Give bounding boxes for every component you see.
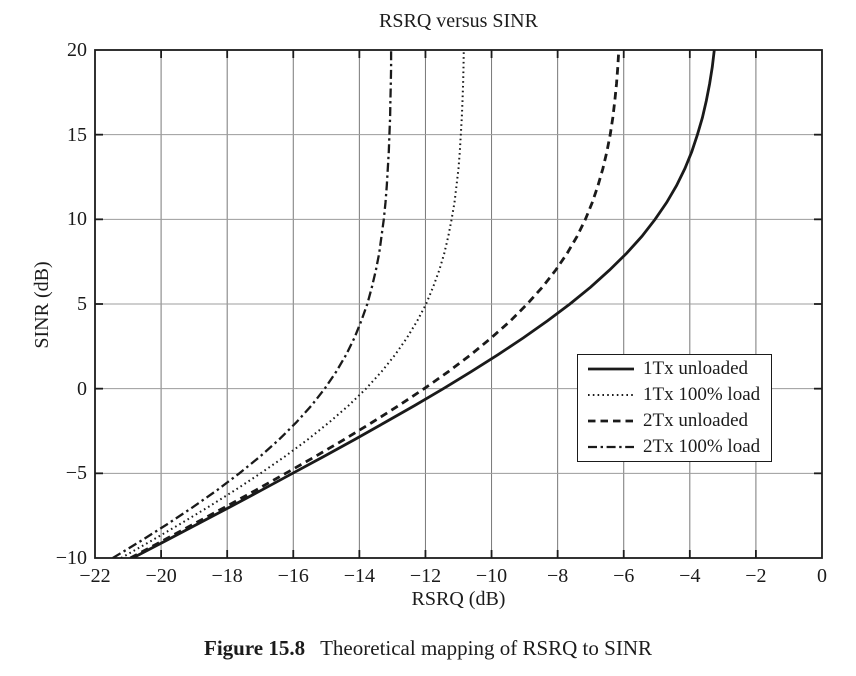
plot-border (94, 49, 823, 559)
legend-line-sample-dashed (588, 419, 634, 423)
x-tick-label: −18 (211, 565, 243, 587)
legend-item: 1Tx 100% load (578, 382, 771, 408)
y-tick-label: 0 (77, 377, 87, 400)
curve-1tx-100-load (120, 50, 465, 558)
figure-caption-text: Theoretical mapping of RSRQ to SINR (320, 636, 652, 660)
x-tick-label: −22 (79, 565, 111, 587)
series-group (112, 50, 716, 558)
x-tick-label: −20 (145, 565, 177, 587)
x-tick-label: −8 (546, 565, 569, 587)
y-tick-label: 15 (67, 123, 87, 146)
x-tick-label: 0 (817, 565, 827, 587)
figure-caption: Figure 15.8 Theoretical mapping of RSRQ t… (0, 636, 856, 661)
curve-2tx-100-load (112, 50, 393, 558)
y-tick-label: 20 (67, 39, 87, 61)
y-tick-label: 5 (77, 293, 87, 315)
x-tick-label: −12 (409, 565, 442, 587)
legend: 1Tx unloaded 1Tx 100% load 2Tx unloaded 2Tx… (577, 354, 772, 462)
y-tick-label: −5 (65, 462, 87, 485)
x-tick-label: −2 (745, 565, 767, 587)
legend-item-label: 2Tx 100% load (643, 436, 761, 457)
x-tick-label: −16 (277, 565, 309, 587)
legend-line-sample-dash-dot (588, 445, 634, 449)
y-tick-label: −10 (55, 547, 87, 569)
x-tick-label: −6 (613, 565, 635, 587)
legend-item: 1Tx unloaded (578, 356, 771, 382)
legend-item-label: 1Tx 100% load (643, 384, 761, 405)
chart-title: RSRQ versus SINR (379, 10, 538, 32)
x-axis-label: RSRQ (dB) (411, 588, 506, 610)
legend-line-sample-dotted (588, 394, 634, 396)
figure-caption-label: Figure 15.8 (204, 636, 306, 660)
legend-item-label: 2Tx unloaded (643, 410, 749, 431)
x-tick-label: −10 (475, 565, 508, 587)
x-tick-label: −4 (679, 565, 701, 587)
legend-item-label: 1Tx unloaded (643, 358, 749, 379)
legend-item: 2Tx unloaded (578, 408, 771, 434)
y-tick-label: 10 (67, 208, 87, 231)
x-tick-label: −14 (343, 565, 375, 587)
legend-item: 2Tx 100% load (578, 434, 771, 460)
legend-line-sample-solid (588, 367, 634, 371)
curve-2tx-unloaded (129, 50, 621, 558)
curve-1tx-unloaded (132, 50, 716, 558)
